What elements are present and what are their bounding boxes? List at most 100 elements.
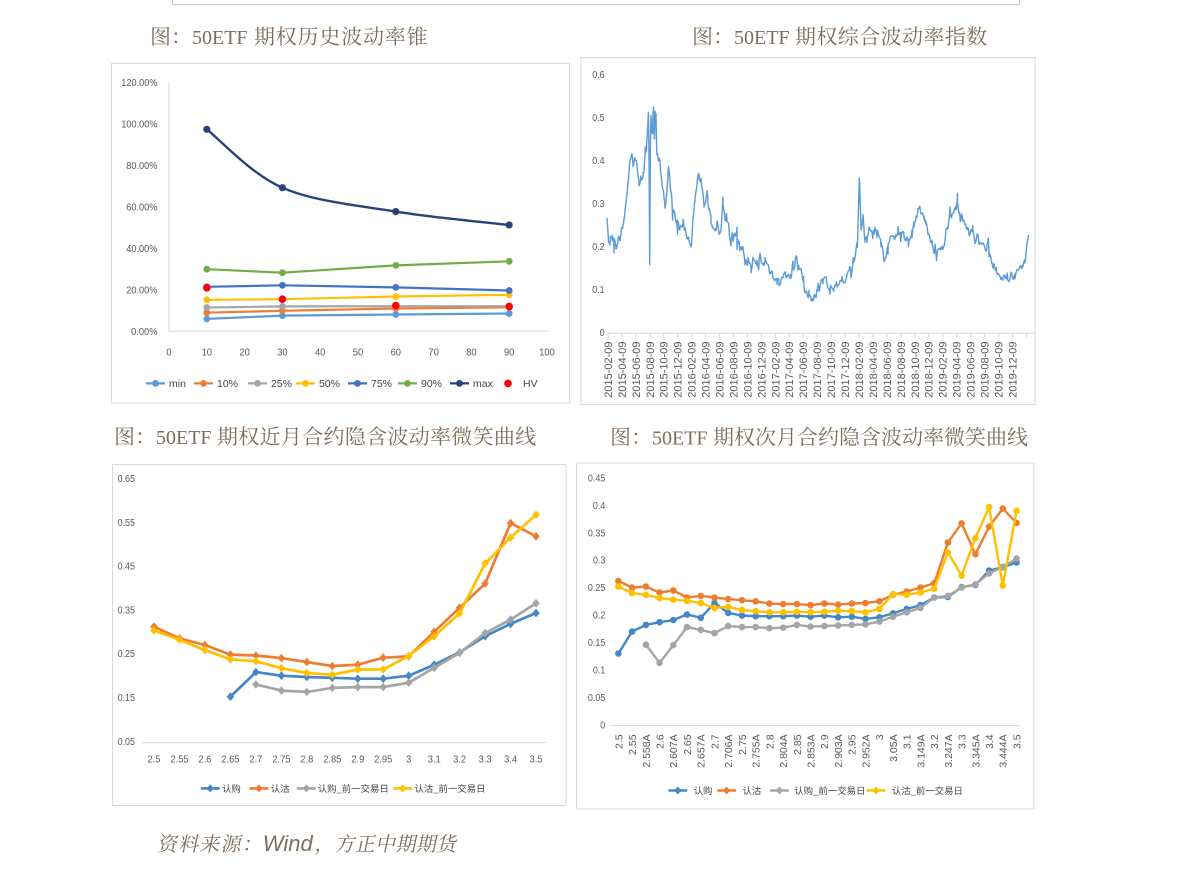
svg-text:2.952A: 2.952A: [860, 734, 872, 767]
svg-text:0.65: 0.65: [118, 474, 136, 485]
svg-text:80: 80: [466, 347, 477, 359]
svg-text:3.4: 3.4: [504, 754, 517, 766]
svg-text:60: 60: [391, 347, 402, 359]
svg-text:2016-04-09: 2016-04-09: [701, 342, 713, 398]
svg-text:2016-08-09: 2016-08-09: [728, 342, 740, 398]
svg-text:2017-08-09: 2017-08-09: [812, 342, 824, 398]
svg-text:0: 0: [166, 347, 171, 359]
svg-text:0.6: 0.6: [592, 70, 605, 81]
svg-text:90%: 90%: [421, 378, 442, 390]
svg-text:2.55: 2.55: [627, 734, 639, 755]
svg-text:0.35: 0.35: [118, 605, 136, 616]
svg-text:2018-04-09: 2018-04-09: [868, 342, 880, 398]
svg-text:2019-06-09: 2019-06-09: [966, 342, 978, 398]
svg-text:0.05: 0.05: [118, 737, 136, 748]
svg-text:0.4: 0.4: [592, 156, 605, 167]
svg-text:0: 0: [600, 328, 605, 339]
svg-text:3.5: 3.5: [1012, 734, 1024, 749]
svg-text:0.25: 0.25: [118, 649, 136, 660]
svg-text:2.95: 2.95: [374, 754, 392, 766]
svg-text:0.15: 0.15: [118, 693, 136, 704]
svg-text:100: 100: [539, 347, 555, 359]
svg-text:2.607A: 2.607A: [668, 734, 680, 767]
svg-text:2015-02-09: 2015-02-09: [603, 342, 615, 398]
svg-text:0.2: 0.2: [592, 242, 605, 253]
svg-text:2015-10-09: 2015-10-09: [659, 342, 671, 398]
svg-text:2017-02-09: 2017-02-09: [770, 342, 782, 398]
svg-text:2018-10-09: 2018-10-09: [910, 342, 922, 398]
svg-text:2015-06-09: 2015-06-09: [631, 342, 643, 398]
svg-text:0.15: 0.15: [588, 638, 606, 649]
svg-text:2015-12-09: 2015-12-09: [673, 342, 685, 398]
svg-text:0.2: 0.2: [593, 611, 606, 622]
svg-text:2.7: 2.7: [249, 754, 262, 766]
svg-text:50ETF: 50ETF: [652, 428, 708, 450]
svg-text:90: 90: [504, 347, 515, 359]
svg-text:2.75: 2.75: [272, 754, 290, 766]
svg-text:2.65: 2.65: [682, 734, 694, 755]
svg-text:50ETF: 50ETF: [192, 27, 248, 49]
svg-text:2.558A: 2.558A: [641, 734, 653, 767]
svg-text:3.3: 3.3: [957, 734, 969, 749]
svg-text:0.55: 0.55: [118, 518, 136, 529]
svg-text:3.3: 3.3: [479, 754, 492, 766]
svg-text:10: 10: [202, 347, 213, 359]
svg-text:20.00%: 20.00%: [126, 285, 157, 296]
svg-text:0.45: 0.45: [588, 473, 606, 484]
svg-text:2.755A: 2.755A: [751, 734, 763, 767]
svg-text:2018-12-09: 2018-12-09: [924, 342, 936, 398]
svg-text:0.35: 0.35: [588, 528, 606, 539]
svg-text:40: 40: [315, 347, 326, 359]
svg-text:2.903A: 2.903A: [833, 734, 845, 767]
svg-text:2.9: 2.9: [351, 754, 364, 766]
svg-text:50: 50: [353, 347, 364, 359]
svg-text:3: 3: [406, 754, 411, 766]
svg-text:min: min: [169, 378, 186, 390]
svg-text:2019-02-09: 2019-02-09: [938, 342, 950, 398]
svg-text:0.05: 0.05: [588, 693, 606, 704]
svg-text:2017-12-09: 2017-12-09: [840, 342, 852, 398]
svg-text:2.706A: 2.706A: [723, 734, 735, 767]
svg-text:0.25: 0.25: [588, 583, 606, 594]
svg-text:2019-08-09: 2019-08-09: [980, 342, 992, 398]
svg-text:Wind: Wind: [263, 831, 314, 856]
svg-text:2017-04-09: 2017-04-09: [784, 342, 796, 398]
svg-text:2.5: 2.5: [148, 754, 161, 766]
svg-text:50ETF: 50ETF: [734, 27, 790, 49]
svg-text:2.6: 2.6: [655, 734, 667, 749]
svg-text:2.8: 2.8: [300, 754, 313, 766]
svg-text:0: 0: [600, 720, 605, 731]
svg-text:2.6: 2.6: [198, 754, 211, 766]
svg-text:2016-06-09: 2016-06-09: [715, 342, 727, 398]
svg-text:3.247A: 3.247A: [943, 734, 955, 767]
svg-text:2.65: 2.65: [221, 754, 239, 766]
svg-text:2017-06-09: 2017-06-09: [798, 342, 810, 398]
svg-text:0.1: 0.1: [592, 285, 605, 296]
svg-text:75%: 75%: [371, 378, 392, 390]
svg-text:2019-12-09: 2019-12-09: [1007, 342, 1019, 398]
svg-text:2.9: 2.9: [819, 734, 831, 749]
svg-text:2015-04-09: 2015-04-09: [617, 342, 629, 398]
svg-text:120.00%: 120.00%: [121, 78, 157, 89]
svg-text:2.95: 2.95: [847, 734, 859, 755]
svg-text:10%: 10%: [217, 378, 238, 390]
svg-text:3: 3: [874, 734, 886, 740]
svg-text:2.85: 2.85: [792, 734, 804, 755]
svg-text:2.853A: 2.853A: [806, 734, 818, 767]
svg-text:0.5: 0.5: [592, 113, 605, 124]
svg-text:0.00%: 0.00%: [131, 327, 157, 338]
svg-text:3.345A: 3.345A: [970, 734, 982, 767]
svg-text:2016-12-09: 2016-12-09: [756, 342, 768, 398]
svg-text:2018-02-09: 2018-02-09: [854, 342, 866, 398]
svg-text:max: max: [473, 378, 494, 390]
svg-text:20: 20: [239, 347, 250, 359]
svg-text:2018-08-09: 2018-08-09: [896, 342, 908, 398]
svg-text:2.5: 2.5: [613, 734, 625, 749]
svg-text:2016-02-09: 2016-02-09: [687, 342, 699, 398]
svg-text:2.85: 2.85: [323, 754, 341, 766]
svg-text:2.8: 2.8: [764, 734, 776, 749]
svg-text:2.55: 2.55: [170, 754, 188, 766]
svg-text:2019-04-09: 2019-04-09: [952, 342, 964, 398]
svg-text:3.4: 3.4: [984, 734, 996, 749]
svg-text:2.804A: 2.804A: [778, 734, 790, 767]
